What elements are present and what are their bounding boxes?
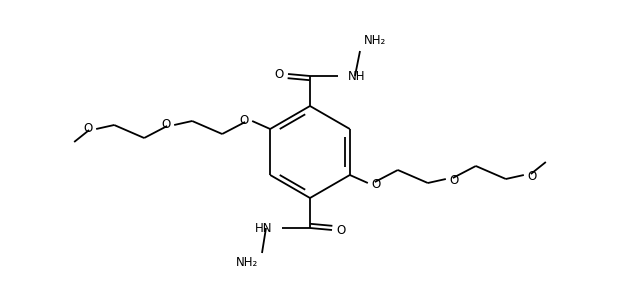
Text: O: O [83, 122, 93, 134]
Text: O: O [162, 118, 171, 130]
Text: NH₂: NH₂ [236, 256, 258, 269]
Text: O: O [274, 68, 283, 80]
Text: NH₂: NH₂ [364, 34, 386, 47]
Text: NH: NH [348, 70, 365, 83]
Text: O: O [449, 173, 459, 187]
Text: O: O [528, 169, 536, 182]
Text: O: O [371, 178, 380, 190]
Text: O: O [336, 224, 346, 236]
Text: O: O [240, 113, 249, 127]
Text: HN: HN [254, 221, 272, 235]
